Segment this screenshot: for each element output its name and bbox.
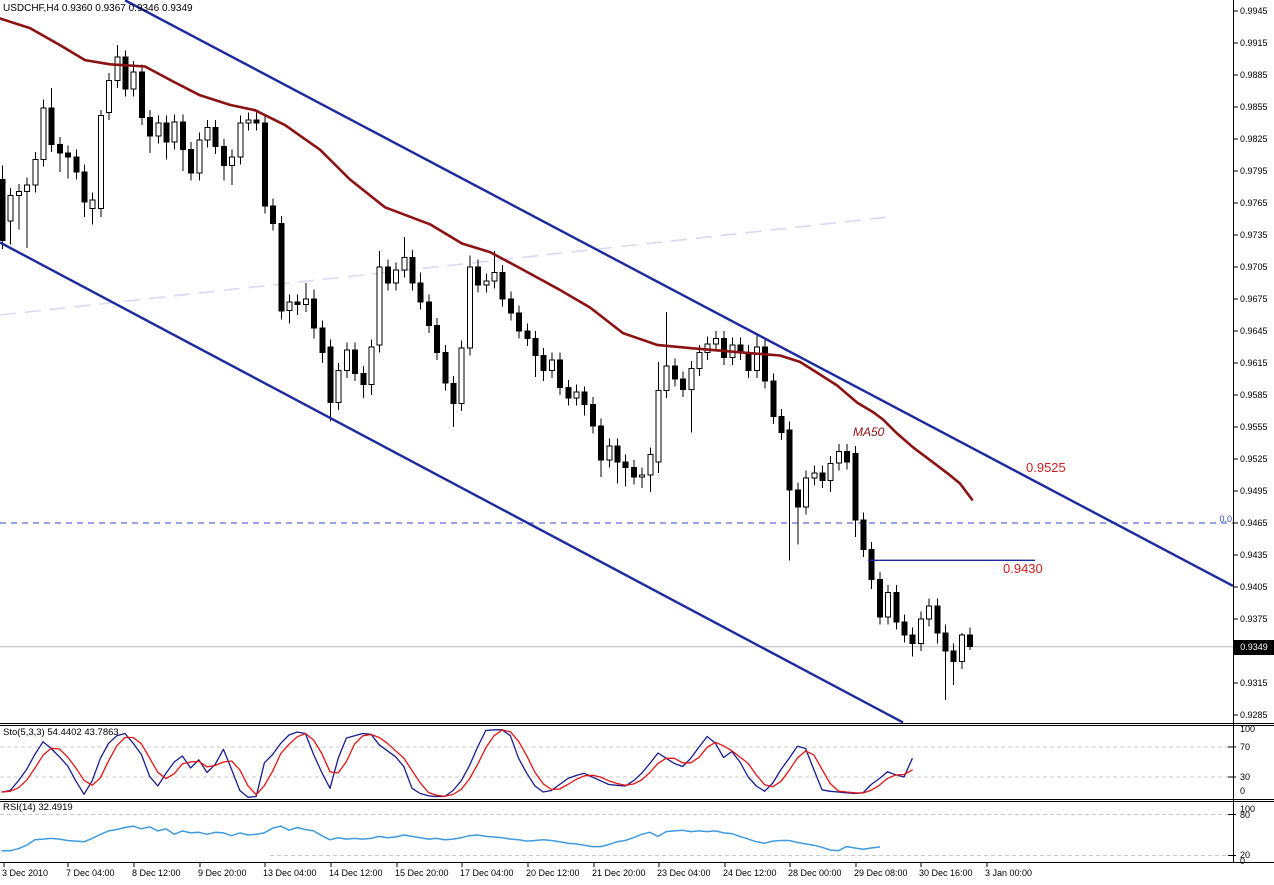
time-axis-label: 23 Dec 04:00: [657, 868, 711, 878]
rsi-axis-label: 100: [1240, 803, 1256, 814]
price-axis-label: 0.9285: [1240, 709, 1268, 720]
time-axis-label: 28 Dec 00:00: [788, 868, 842, 878]
rsi-axis-label: 20: [1240, 850, 1251, 861]
price-axis-label: 0.9465: [1240, 517, 1268, 528]
time-axis-label: 9 Dec 20:00: [198, 868, 247, 878]
rsi-axis-label: 0: [1240, 856, 1246, 866]
ma50-label: MA50: [853, 425, 885, 439]
time-axis-label: 17 Dec 04:00: [460, 868, 514, 878]
time-axis-label: 3 Dec 2010: [2, 868, 49, 878]
price-axis-label: 0.9735: [1240, 229, 1268, 240]
current-price-box: 0.9349: [1234, 640, 1274, 655]
resistance-label: 0.9525: [1026, 460, 1066, 475]
sto-axis-label: 0: [1240, 786, 1246, 796]
price-axis-label: 0.9675: [1240, 293, 1268, 304]
price-axis-label: 0.9585: [1240, 389, 1268, 400]
time-axis-label: 3 Jan 00:00: [985, 868, 1033, 878]
price-axis-label: 0.9885: [1240, 69, 1268, 80]
time-axis-label: 21 Dec 20:00: [592, 868, 646, 878]
price-axis-label: 0.9525: [1240, 453, 1268, 464]
price-axis-label: 0.9945: [1240, 5, 1268, 16]
sto-axis-label: 100: [1240, 724, 1256, 734]
time-axis-label: 14 Dec 12:00: [329, 868, 383, 878]
rsi-axis-label: 80: [1240, 809, 1251, 820]
price-axis-label: 0.9495: [1240, 485, 1268, 496]
price-axis-label: 0.9915: [1240, 37, 1268, 48]
price-axis-label: 0.9795: [1240, 165, 1268, 176]
rsi-label: RSI(14) 32.4919: [3, 802, 73, 813]
price-axis-label: 0.9855: [1240, 101, 1268, 112]
price-axis-label: 0.9615: [1240, 357, 1268, 368]
time-axis-label: 24 Dec 12:00: [723, 868, 777, 878]
sto-axis-label: 30: [1240, 772, 1251, 782]
price-axis-label: 0.9705: [1240, 261, 1268, 272]
sto-axis-label: 70: [1240, 742, 1251, 752]
price-axis-label: 0.9645: [1240, 325, 1268, 336]
price-axis-label: 0.9435: [1240, 549, 1268, 560]
price-axis-label: 0.9555: [1240, 421, 1268, 432]
time-axis-label: 29 Dec 08:00: [854, 868, 908, 878]
price-axis-label: 0.9765: [1240, 197, 1268, 208]
price-axis-label: 0.9315: [1240, 677, 1268, 688]
time-axis-label: 13 Dec 04:00: [263, 868, 317, 878]
price-axis-label: 0.9375: [1240, 613, 1268, 624]
fib-zero-label: 0.0: [1219, 514, 1232, 524]
time-axis-label: 8 Dec 12:00: [132, 868, 181, 878]
time-axis-label: 20 Dec 12:00: [526, 868, 580, 878]
time-axis-label: 7 Dec 04:00: [66, 868, 115, 878]
time-axis-label: 30 Dec 16:00: [919, 868, 973, 878]
rsi-pane[interactable]: [0, 802, 1233, 862]
chart-symbol-ohlc: USDCHF,H4 0.9360 0.9367 0.9346 0.9349: [3, 3, 193, 14]
main-chart-pane[interactable]: [0, 0, 1233, 723]
price-axis-label: 0.9405: [1240, 581, 1268, 592]
time-axis-label: 15 Dec 20:00: [395, 868, 449, 878]
stochastic-pane[interactable]: [0, 726, 1233, 799]
price-axis-label: 0.9825: [1240, 133, 1268, 144]
support-label: 0.9430: [1003, 561, 1043, 576]
stochastic-label: Sto(5,3,3) 54.4402 43.7863: [3, 727, 119, 738]
